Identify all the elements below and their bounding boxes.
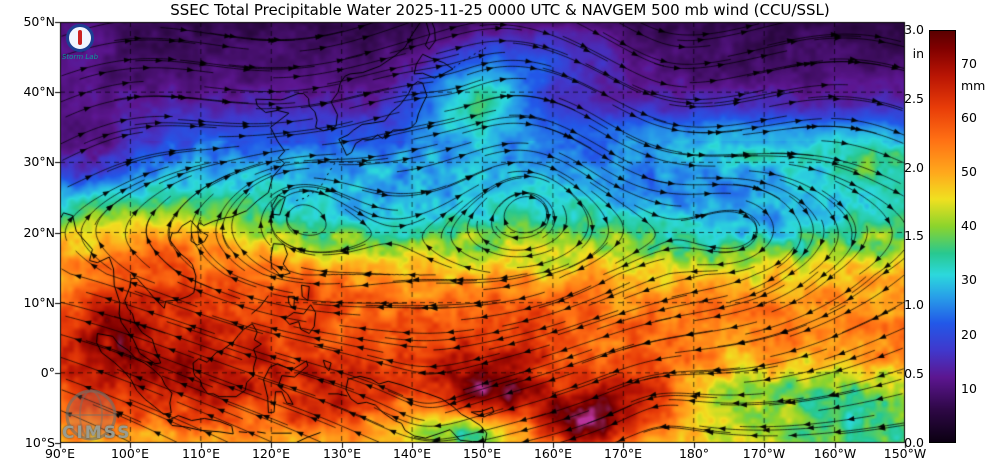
lon-tick-label: 170°W xyxy=(742,446,786,461)
colorbar-tick-mm: 50 xyxy=(961,164,977,179)
lon-tick-label: 180° xyxy=(678,446,710,461)
lat-tick-label: 0° xyxy=(40,365,55,380)
colorbar-tick-in: 1.0 xyxy=(904,297,924,312)
colorbar-tick-mm: 20 xyxy=(961,327,977,342)
lat-tick-label: 20°N xyxy=(23,225,55,240)
colorbar-tick-in: 2.5 xyxy=(904,91,924,106)
ssec-logo: Storm Lab xyxy=(58,24,102,61)
lon-tick-label: 150°E xyxy=(462,446,501,461)
colorbar-tick-in: 2.0 xyxy=(904,160,924,175)
lon-tick-label: 110°E xyxy=(181,446,220,461)
lon-tick-label: 130°E xyxy=(322,446,361,461)
lon-tick-label: 160°W xyxy=(813,446,857,461)
page-title: SSEC Total Precipitable Water 2025-11-25… xyxy=(170,1,830,19)
lon-tick-label: 100°E xyxy=(110,446,149,461)
lat-tick-label: 40°N xyxy=(23,84,55,99)
colorbar-tick-mm: 60 xyxy=(961,110,977,125)
lat-tick-label: 10°N xyxy=(23,295,55,310)
colorbar-unit-mm: mm xyxy=(961,78,986,93)
colorbar-tick-mm: 40 xyxy=(961,218,977,233)
colorbar-tick-in: 1.5 xyxy=(904,228,924,243)
colorbar-tick-mm: 10 xyxy=(961,381,977,396)
ssec-logo-icon xyxy=(66,24,94,52)
cimss-globe-icon xyxy=(64,388,118,446)
lon-tick-label: 120°E xyxy=(251,446,290,461)
colorbar-tick-in: 0.5 xyxy=(904,366,924,381)
colorbar-tick-mm: 70 xyxy=(961,56,977,71)
storm-lab-label: Storm Lab xyxy=(61,53,99,61)
colorbar xyxy=(929,30,956,443)
colorbar-tick-in: 3.0 xyxy=(904,22,924,37)
colorbar-tick-mm: 30 xyxy=(961,272,977,287)
colorbar-tick-in: 0.0 xyxy=(904,435,924,450)
lat-tick-label: 30°N xyxy=(23,154,55,169)
lon-tick-label: 140°E xyxy=(392,446,431,461)
lon-tick-label: 160°E xyxy=(533,446,572,461)
thermometer-icon xyxy=(78,30,82,45)
lat-tick-label: 50°N xyxy=(23,14,55,29)
lon-tick-label: 90°E xyxy=(44,446,76,461)
colorbar-unit-in: in xyxy=(912,46,924,61)
lon-tick-label: 150°W xyxy=(883,446,927,461)
lat-tick-label: 10°S xyxy=(24,435,55,450)
cimss-watermark: CIMSS xyxy=(62,423,132,443)
lon-tick-label: 170°E xyxy=(603,446,642,461)
